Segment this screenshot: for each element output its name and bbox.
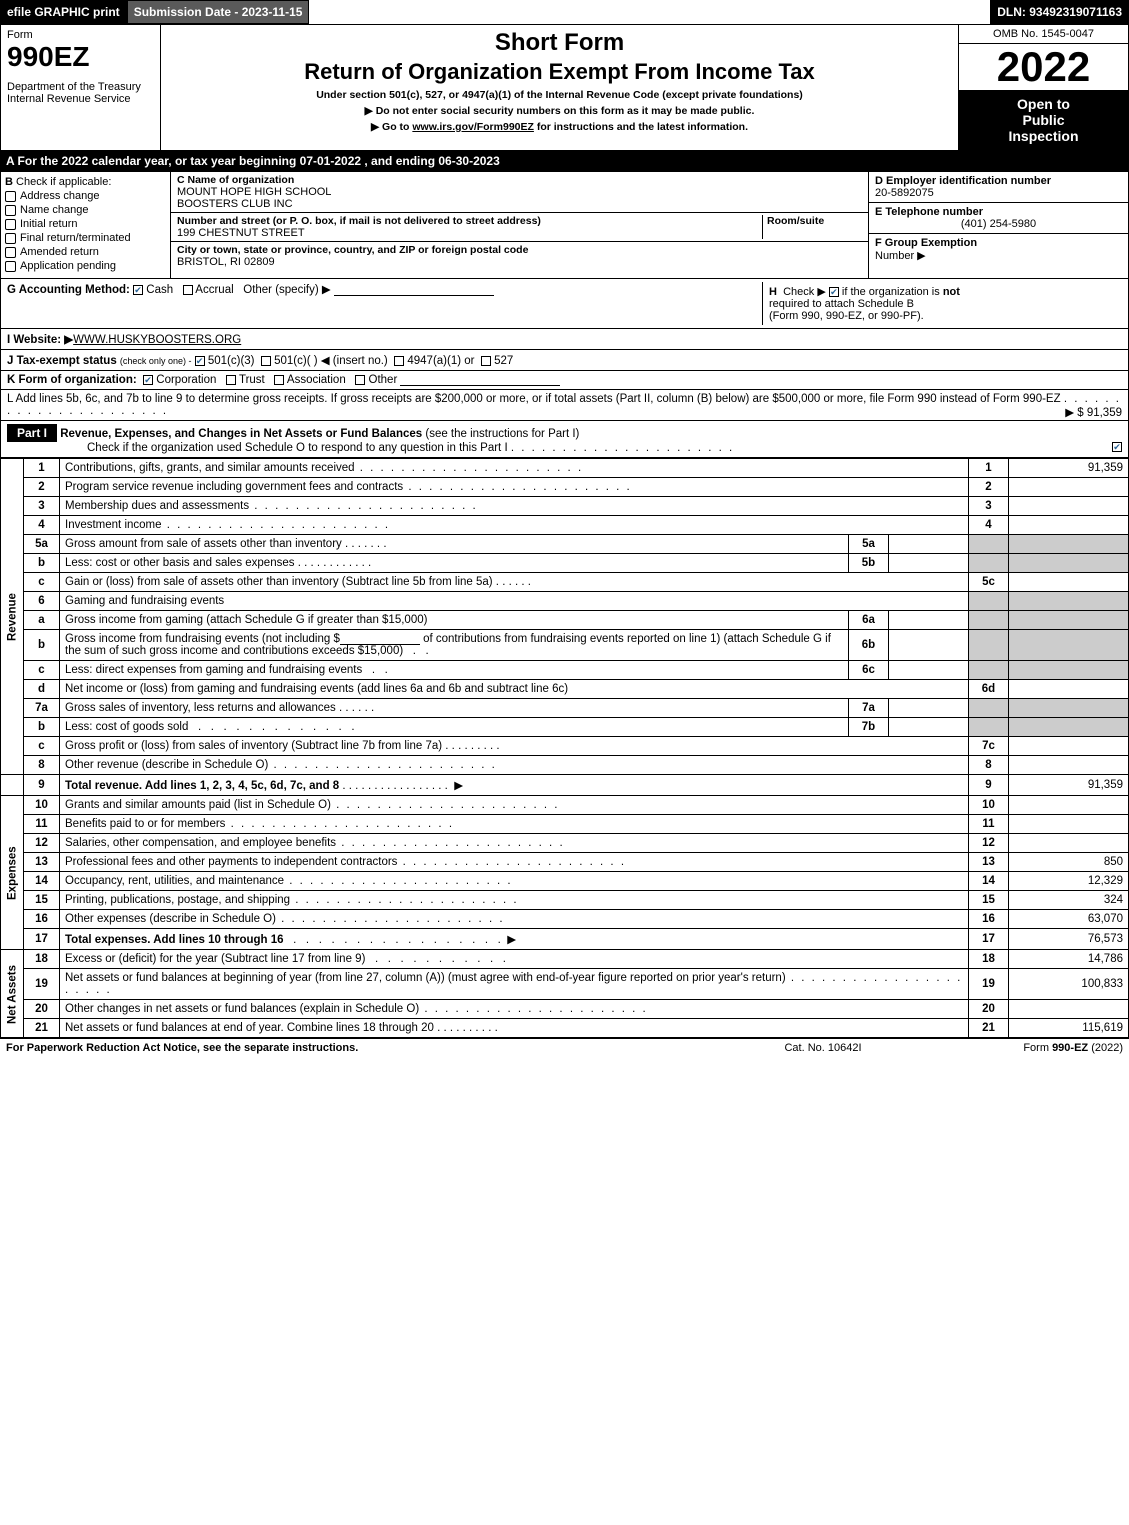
under-section: Under section 501(c), 527, or 4947(a)(1)… (167, 89, 952, 101)
efile-graphic-print[interactable]: efile GRAPHIC print (0, 0, 127, 24)
chk-association[interactable] (274, 375, 284, 385)
ein: 20-5892075 (875, 187, 1122, 199)
part-i-header: Part I Revenue, Expenses, and Changes in… (0, 421, 1129, 458)
header-center: Short Form Return of Organization Exempt… (161, 25, 958, 150)
section-j: J Tax-exempt status (check only one) - 5… (0, 350, 1129, 371)
chk-accrual[interactable] (183, 285, 193, 295)
irs-label: Internal Revenue Service (7, 93, 154, 105)
section-h: H Check ▶ if the organization is not req… (762, 282, 1122, 325)
street-address: 199 CHESTNUT STREET (177, 227, 762, 239)
chk-trust[interactable] (226, 375, 236, 385)
chk-initial-return[interactable]: Initial return (5, 218, 166, 230)
line-16-amount: 63,070 (1009, 910, 1129, 929)
chk-address-change[interactable]: Address change (5, 190, 166, 202)
section-k: K Form of organization: Corporation Trus… (0, 371, 1129, 390)
expenses-vlabel: Expenses (1, 796, 24, 950)
line-21-amount: 115,619 (1009, 1019, 1129, 1038)
part-i-label: Part I (7, 424, 57, 442)
section-b: B Check if applicable: Address change Na… (1, 172, 171, 278)
submission-date: Submission Date - 2023-11-15 (127, 0, 310, 24)
omb-number: OMB No. 1545-0047 (959, 25, 1128, 44)
dln: DLN: 93492319071163 (990, 0, 1129, 24)
section-i: I Website: ▶WWW.HUSKYBOOSTERS.ORG (0, 329, 1129, 350)
top-bar: efile GRAPHIC print Submission Date - 20… (0, 0, 1129, 24)
cat-no: Cat. No. 10642I (723, 1042, 923, 1054)
chk-final-return[interactable]: Final return/terminated (5, 232, 166, 244)
form-label: Form (7, 29, 154, 41)
section-l: L Add lines 5b, 6c, and 7b to line 9 to … (0, 390, 1129, 421)
line-13-amount: 850 (1009, 853, 1129, 872)
goto-line: Go to www.irs.gov/Form990EZ for instruct… (167, 121, 952, 133)
chk-corporation[interactable] (143, 375, 153, 385)
chk-501c[interactable] (261, 356, 271, 366)
org-name-2: BOOSTERS CLUB INC (177, 198, 862, 210)
chk-name-change[interactable]: Name change (5, 204, 166, 216)
website-url[interactable]: WWW.HUSKYBOOSTERS.ORG (73, 334, 241, 346)
section-g: G Accounting Method: Cash Accrual Other … (7, 282, 762, 325)
section-f: F Group Exemption Number ▶ (869, 234, 1128, 278)
chk-cash[interactable] (133, 285, 143, 295)
line-15-amount: 324 (1009, 891, 1129, 910)
city-state-zip: BRISTOL, RI 02809 (177, 256, 862, 268)
line-18-amount: 14,786 (1009, 950, 1129, 969)
irs-link[interactable]: www.irs.gov/Form990EZ (412, 121, 534, 133)
tax-year: 2022 (959, 44, 1128, 90)
chk-other-org[interactable] (355, 375, 365, 385)
section-e: E Telephone number (401) 254-5980 (869, 203, 1128, 234)
page-footer: For Paperwork Reduction Act Notice, see … (0, 1038, 1129, 1057)
chk-501c3[interactable] (195, 356, 205, 366)
chk-schedule-o[interactable] (1112, 442, 1122, 452)
net-assets-vlabel: Net Assets (1, 950, 24, 1038)
chk-amended-return[interactable]: Amended return (5, 246, 166, 258)
form-header: Form 990EZ Department of the Treasury In… (0, 24, 1129, 151)
line-19-amount: 100,833 (1009, 969, 1129, 1000)
other-org-input[interactable] (400, 374, 560, 386)
section-c: C Name of organization MOUNT HOPE HIGH S… (171, 172, 868, 278)
ssn-warning: Do not enter social security numbers on … (167, 105, 952, 117)
form-number: 990EZ (7, 41, 154, 73)
other-specify-input[interactable] (334, 284, 494, 296)
revenue-vlabel: Revenue (1, 459, 24, 775)
room-suite-label: Room/suite (767, 215, 862, 227)
section-def: D Employer identification number 20-5892… (868, 172, 1128, 278)
lines-table: Revenue 1Contributions, gifts, grants, a… (0, 458, 1129, 1038)
paperwork-notice: For Paperwork Reduction Act Notice, see … (6, 1042, 723, 1054)
section-d: D Employer identification number 20-5892… (869, 172, 1128, 203)
line-1-amount: 91,359 (1009, 459, 1129, 478)
section-b-block: B Check if applicable: Address change Na… (0, 171, 1129, 279)
header-left: Form 990EZ Department of the Treasury In… (1, 25, 161, 150)
open-to-public: Open to Public Inspection (959, 90, 1128, 150)
gross-receipts-amount: ▶ $ 91,359 (1065, 405, 1122, 419)
short-form-title: Short Form (167, 29, 952, 57)
header-right: OMB No. 1545-0047 2022 Open to Public In… (958, 25, 1128, 150)
section-g-h: G Accounting Method: Cash Accrual Other … (0, 279, 1129, 329)
chk-application-pending[interactable]: Application pending (5, 260, 166, 272)
line-17-amount: 76,573 (1009, 929, 1129, 950)
chk-schedule-b[interactable] (829, 287, 839, 297)
line-9-amount: 91,359 (1009, 775, 1129, 796)
chk-527[interactable] (481, 356, 491, 366)
org-name-label: C Name of organization (177, 174, 862, 186)
address-label: Number and street (or P. O. box, if mail… (177, 215, 762, 227)
chk-4947[interactable] (394, 356, 404, 366)
dept-treasury: Department of the Treasury (7, 81, 154, 93)
main-title: Return of Organization Exempt From Incom… (167, 59, 952, 85)
form-ref: Form 990-EZ (2022) (923, 1042, 1123, 1054)
city-label: City or town, state or province, country… (177, 244, 862, 256)
telephone: (401) 254-5980 (875, 218, 1122, 230)
section-a: A For the 2022 calendar year, or tax yea… (0, 151, 1129, 171)
org-name-1: MOUNT HOPE HIGH SCHOOL (177, 186, 862, 198)
line-14-amount: 12,329 (1009, 872, 1129, 891)
